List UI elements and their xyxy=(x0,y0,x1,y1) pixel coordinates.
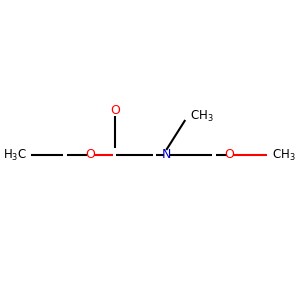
Text: O: O xyxy=(224,148,234,161)
Text: CH$_3$: CH$_3$ xyxy=(272,147,295,163)
Text: O: O xyxy=(110,103,120,116)
Text: CH$_3$: CH$_3$ xyxy=(190,108,214,124)
Text: H$_3$C: H$_3$C xyxy=(3,147,27,163)
Text: N: N xyxy=(162,148,171,161)
Text: O: O xyxy=(85,148,95,161)
